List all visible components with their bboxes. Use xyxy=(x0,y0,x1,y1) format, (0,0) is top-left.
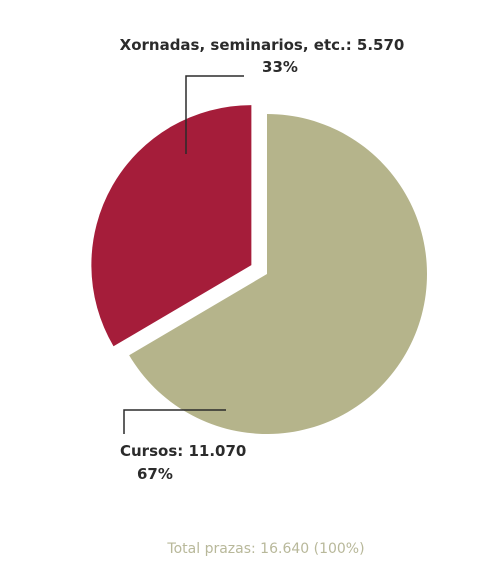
cursos-percent-label: 67% xyxy=(137,465,173,483)
leader-line-cursos xyxy=(123,409,226,434)
pie-slices xyxy=(91,105,428,434)
xornadas-label: Xornadas, seminarios, etc.: 5.570 xyxy=(120,36,405,54)
pie-slice-cursos xyxy=(129,114,428,434)
xornadas-percent-label: 33% xyxy=(262,58,298,76)
pie-slice-xornadas-seminarios-etc xyxy=(91,105,252,347)
leader-line-xornadas xyxy=(185,75,244,154)
total-label: Total prazas: 16.640 (100%) xyxy=(166,541,364,557)
leader-lines xyxy=(123,75,244,434)
cursos-label: Cursos: 11.070 xyxy=(120,442,246,460)
